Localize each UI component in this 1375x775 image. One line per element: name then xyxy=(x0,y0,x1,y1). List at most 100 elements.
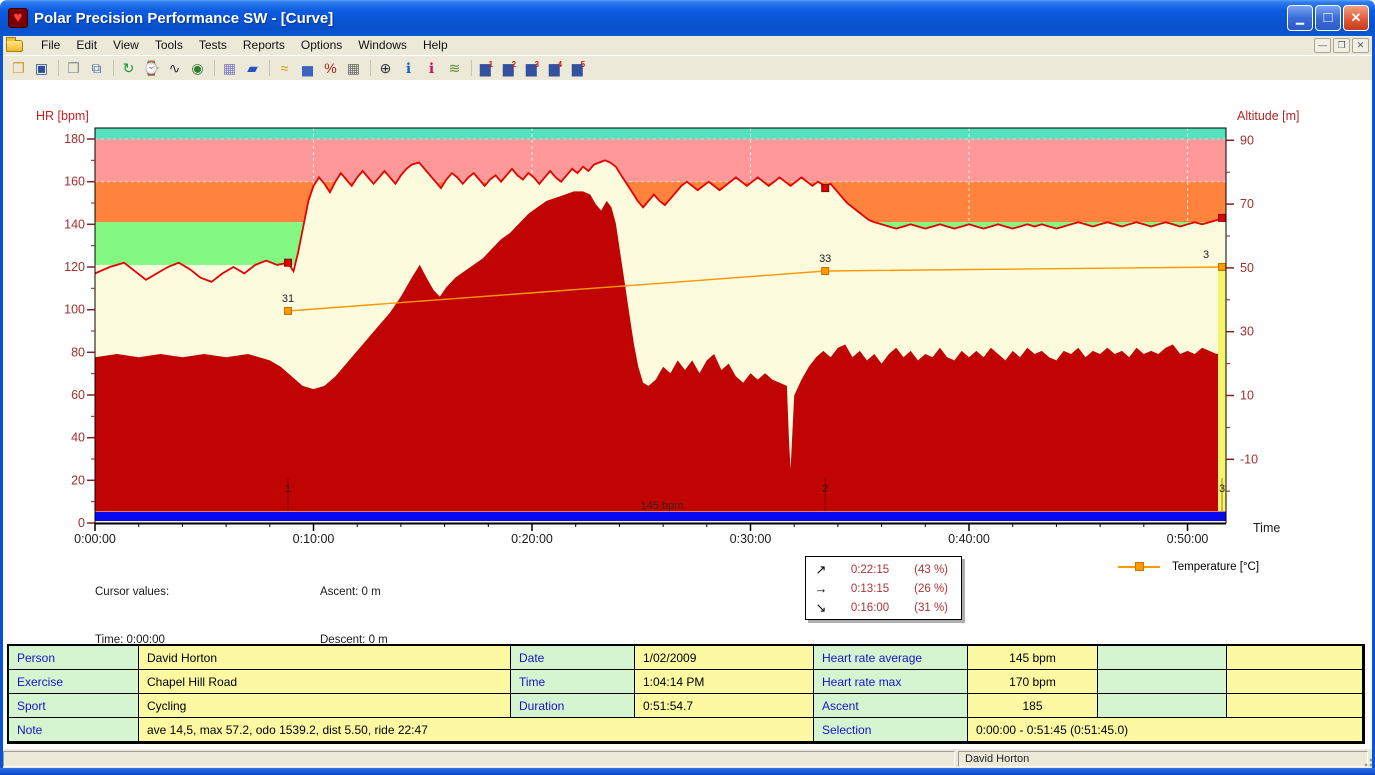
person-label: Person xyxy=(9,646,139,670)
curve-chart[interactable]: 13123333145 bpm180160140120100806040200H… xyxy=(0,80,1375,550)
save-icon[interactable]: ▣ xyxy=(31,58,52,78)
cursor-values-title: Cursor values: xyxy=(95,584,238,600)
menu-file[interactable]: File xyxy=(33,36,68,55)
remote-icon[interactable]: ◉ xyxy=(187,58,208,78)
selection-label: Selection xyxy=(814,718,968,742)
sport-value: Cycling xyxy=(139,694,511,718)
lap-info-icon[interactable]: ℹ xyxy=(421,58,442,78)
note-value: ave 14,5, max 57.2, odo 1539.2, dist 5.5… xyxy=(139,718,814,742)
empty-label-cell xyxy=(1098,670,1227,694)
close-button[interactable] xyxy=(1343,5,1369,31)
svg-text:-10: -10 xyxy=(1240,452,1258,466)
menu-view[interactable]: View xyxy=(105,36,147,55)
report-2-icon[interactable]: ▆2 xyxy=(499,58,520,78)
print-icon[interactable]: ❒ xyxy=(63,58,84,78)
trend-flat-arrow-icon: → xyxy=(806,581,836,596)
zoom-icon[interactable]: ⊕ xyxy=(375,58,396,78)
distribution-row: ↗ 0:22:15 (43 %) xyxy=(806,560,961,579)
hr-trend-distribution-box: ↗ 0:22:15 (43 %) → 0:13:15 (26 %) ↘ 0:16… xyxy=(805,556,962,620)
svg-text:40: 40 xyxy=(71,431,85,445)
open-folder-icon[interactable]: ❐ xyxy=(8,58,29,78)
mdi-minimize-button[interactable] xyxy=(1314,38,1331,53)
hr-max-label: Heart rate max xyxy=(814,670,968,694)
report-3-icon[interactable]: ▆3 xyxy=(522,58,543,78)
toolbar-separator xyxy=(265,58,274,78)
reference-book-icon[interactable]: ▰ xyxy=(242,58,263,78)
minimize-button[interactable] xyxy=(1287,5,1313,31)
multi-curve-icon[interactable]: ≋ xyxy=(444,58,465,78)
svg-text:160: 160 xyxy=(64,175,85,189)
empty-label-cell xyxy=(1098,694,1227,718)
svg-text:80: 80 xyxy=(71,345,85,359)
copy-icon[interactable]: ⧉ xyxy=(86,58,107,78)
exercise-label: Exercise xyxy=(9,670,139,694)
svg-text:50: 50 xyxy=(1240,261,1254,275)
hr-max-value: 170 bpm xyxy=(968,670,1098,694)
svg-text:HR [bpm]: HR [bpm] xyxy=(36,109,89,123)
status-panel-user: David Horton xyxy=(958,751,1368,767)
menu-edit[interactable]: Edit xyxy=(68,36,105,55)
time-label: Time xyxy=(511,670,635,694)
distribution-row: → 0:13:15 (26 %) xyxy=(806,579,961,598)
menu-tools[interactable]: Tools xyxy=(147,36,191,55)
toolbar-separator xyxy=(366,58,375,78)
curve-view-icon[interactable]: ≈ xyxy=(274,58,295,78)
app-heart-icon: ♥ xyxy=(8,8,28,28)
empty-value-cell xyxy=(1227,694,1363,718)
transfer-icon[interactable]: ↻ xyxy=(118,58,139,78)
percent-chart-icon[interactable]: % xyxy=(320,58,341,78)
svg-text:0:10:00: 0:10:00 xyxy=(293,532,335,546)
document-icon[interactable] xyxy=(6,40,23,52)
svg-text:0:00:00: 0:00:00 xyxy=(74,532,116,546)
report-1-icon[interactable]: ▆1 xyxy=(476,58,497,78)
duration-label: Duration xyxy=(511,694,635,718)
temperature-legend-label: Temperature [°C] xyxy=(1172,561,1259,573)
svg-text:Altitude [m]: Altitude [m] xyxy=(1237,109,1300,123)
bar-chart-icon[interactable]: ▅ xyxy=(297,58,318,78)
svg-text:1: 1 xyxy=(285,483,291,495)
svg-text:0: 0 xyxy=(78,516,85,530)
date-value: 1/02/2009 xyxy=(635,646,814,670)
mdi-close-button[interactable] xyxy=(1352,38,1369,53)
title-bar[interactable]: ♥ Polar Precision Performance SW - [Curv… xyxy=(0,0,1375,36)
svg-text:10: 10 xyxy=(1240,389,1254,403)
toolbar-separator xyxy=(109,58,118,78)
person-value: David Horton xyxy=(139,646,511,670)
status-bar: David Horton xyxy=(0,748,1375,768)
exercise-summary-table: Person David Horton Date 1/02/2009 Heart… xyxy=(7,644,1365,744)
window-title: Polar Precision Performance SW - [Curve] xyxy=(34,10,333,27)
window-border-bottom xyxy=(0,768,1375,775)
infrared-icon[interactable]: ∿ xyxy=(164,58,185,78)
curve-info-icon[interactable]: ℹ xyxy=(398,58,419,78)
table-view-icon[interactable]: ▦ xyxy=(343,58,364,78)
app-window: ♥ Polar Precision Performance SW - [Curv… xyxy=(0,0,1375,775)
diary-icon[interactable]: ▦ xyxy=(219,58,240,78)
svg-text:100: 100 xyxy=(64,303,85,317)
hr-average-label: Heart rate average xyxy=(814,646,968,670)
menu-options[interactable]: Options xyxy=(293,36,350,55)
date-label: Date xyxy=(511,646,635,670)
wrist-unit-icon[interactable]: ⌚ xyxy=(141,58,162,78)
mdi-restore-button[interactable] xyxy=(1333,38,1350,53)
menu-windows[interactable]: Windows xyxy=(350,36,415,55)
svg-text:120: 120 xyxy=(64,260,85,274)
menu-tests[interactable]: Tests xyxy=(191,36,235,55)
maximize-button[interactable] xyxy=(1315,5,1341,31)
trend-down-arrow-icon: ↘ xyxy=(806,600,836,616)
svg-text:Time: Time xyxy=(1253,521,1280,535)
temperature-legend: Temperature [°C] xyxy=(1118,561,1259,573)
menu-reports[interactable]: Reports xyxy=(235,36,293,55)
svg-text:180: 180 xyxy=(64,132,85,146)
report-4-icon[interactable]: ▆4 xyxy=(545,58,566,78)
menu-help[interactable]: Help xyxy=(415,36,456,55)
svg-text:0:50:00: 0:50:00 xyxy=(1167,532,1209,546)
report-5-icon[interactable]: ▆5 xyxy=(568,58,589,78)
svg-text:0:20:00: 0:20:00 xyxy=(511,532,553,546)
ascent-label: Ascent xyxy=(814,694,968,718)
note-label: Note xyxy=(9,718,139,742)
svg-text:3: 3 xyxy=(1203,249,1209,261)
empty-value-cell xyxy=(1227,670,1363,694)
svg-text:140: 140 xyxy=(64,217,85,231)
temperature-line-icon xyxy=(1118,566,1160,568)
svg-text:60: 60 xyxy=(71,388,85,402)
